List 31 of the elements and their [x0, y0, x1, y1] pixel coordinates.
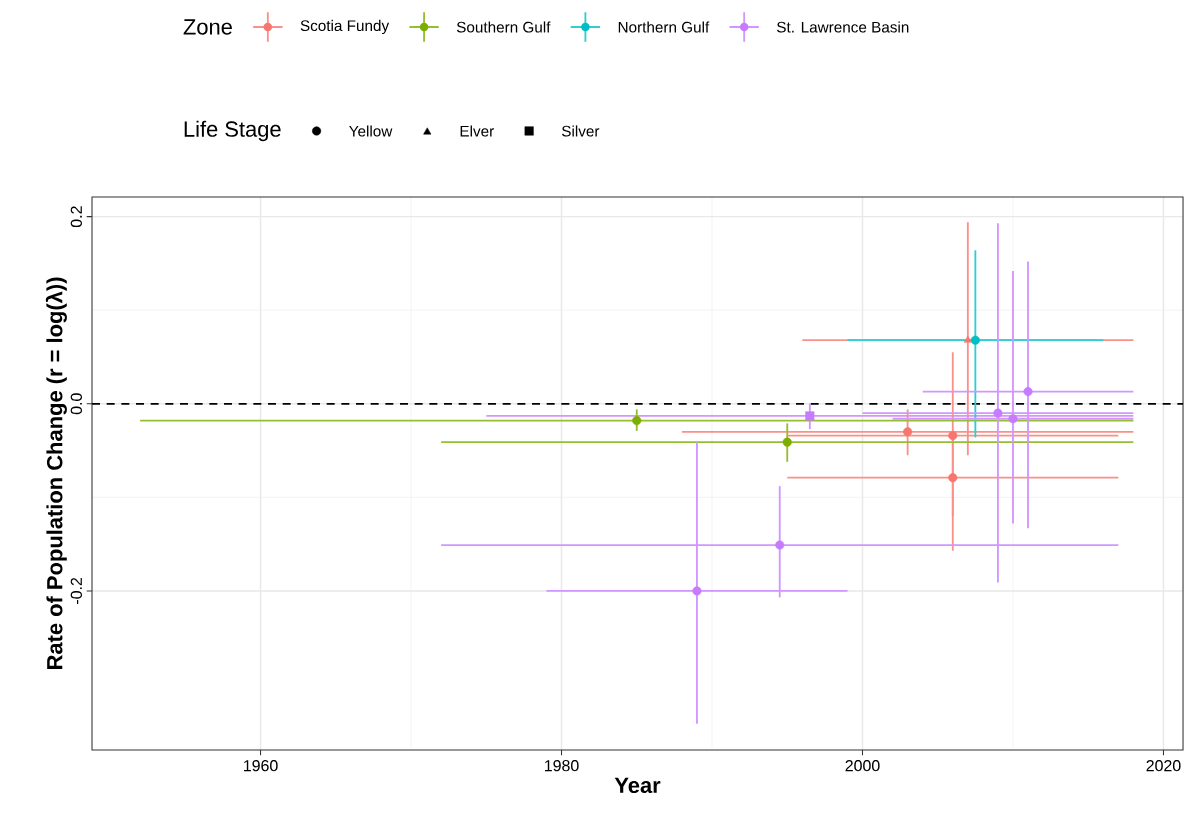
legend-label: Southern Gulf [456, 21, 551, 33]
legend-title: Zone [183, 19, 232, 35]
text: Life Stage [184, 120, 281, 142]
text: Yellow [349, 125, 393, 137]
y-tick-label: 0.0 [70, 393, 82, 415]
point [948, 473, 958, 483]
x-tick-label: 2020 [1146, 760, 1181, 772]
legend-label: Scotia Fundy [300, 19, 390, 35]
point [782, 437, 792, 447]
point [692, 586, 702, 596]
point [963, 335, 972, 343]
point [805, 411, 815, 421]
y-axis-title: Rate of Population Change (r = log(λ)) [45, 277, 67, 669]
point [970, 335, 980, 345]
point [1008, 414, 1018, 424]
point [993, 408, 1003, 418]
point [775, 540, 785, 550]
legend-label: Northern Gulf [618, 21, 710, 33]
x-tick-label: 1960 [244, 760, 278, 772]
x-tick-label: 1980 [545, 760, 579, 772]
point [948, 431, 958, 441]
point [632, 416, 642, 426]
x-tick-label: 2000 [845, 760, 880, 772]
legend-label: St. Lawrence Basin [777, 21, 909, 33]
x-axis-title: Year [614, 777, 661, 794]
point [903, 427, 913, 437]
y-tick-label: -0.2 [70, 577, 82, 604]
text: Elver [460, 125, 494, 137]
point [1023, 387, 1033, 397]
y-tick-label: 0.2 [70, 206, 82, 228]
text: Silver [561, 125, 600, 137]
